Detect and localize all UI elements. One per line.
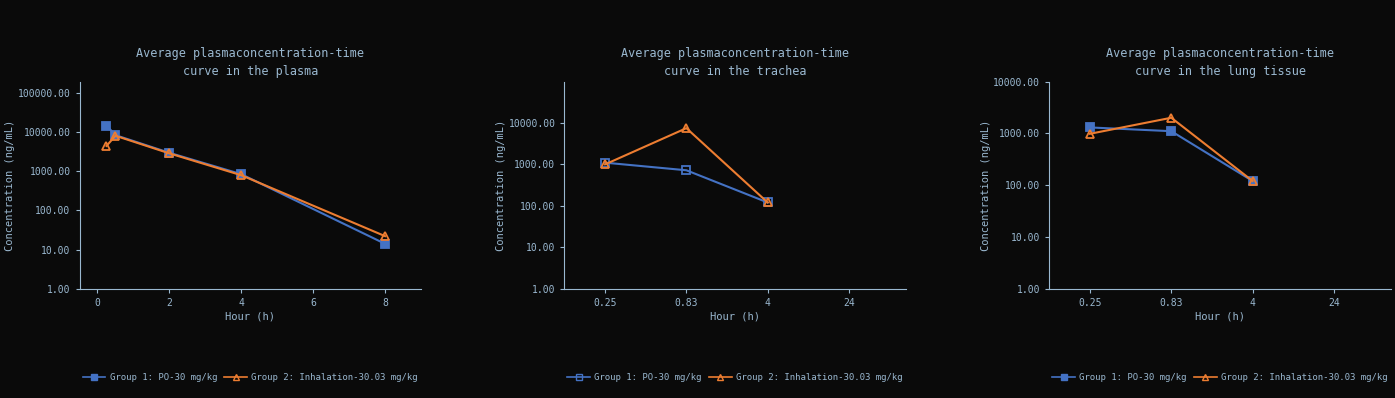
Y-axis label: Concentration (ng/mL): Concentration (ng/mL) — [495, 119, 505, 251]
Y-axis label: Concentration (ng/mL): Concentration (ng/mL) — [981, 119, 990, 251]
X-axis label: Hour (h): Hour (h) — [225, 312, 275, 322]
Title: Average plasmaconcentration-time
curve in the lung tissue: Average plasmaconcentration-time curve i… — [1106, 47, 1334, 78]
Title: Average plasmaconcentration-time
curve in the plasma: Average plasmaconcentration-time curve i… — [137, 47, 364, 78]
Legend: Group 1: PO-30 mg/kg, Group 2: Inhalation-30.03 mg/kg: Group 1: PO-30 mg/kg, Group 2: Inhalatio… — [564, 370, 907, 386]
Title: Average plasmaconcentration-time
curve in the trachea: Average plasmaconcentration-time curve i… — [621, 47, 850, 78]
Legend: Group 1: PO-30 mg/kg, Group 2: Inhalation-30.03 mg/kg: Group 1: PO-30 mg/kg, Group 2: Inhalatio… — [80, 370, 421, 386]
Legend: Group 1: PO-30 mg/kg, Group 2: Inhalation-30.03 mg/kg: Group 1: PO-30 mg/kg, Group 2: Inhalatio… — [1049, 370, 1391, 386]
Y-axis label: Concentration (ng/mL): Concentration (ng/mL) — [4, 119, 15, 251]
X-axis label: Hour (h): Hour (h) — [710, 312, 760, 322]
X-axis label: Hour (h): Hour (h) — [1196, 312, 1246, 322]
